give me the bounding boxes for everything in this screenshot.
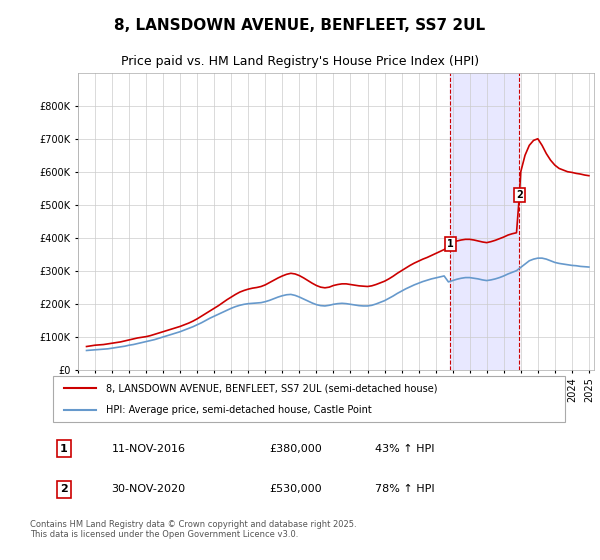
- FancyBboxPatch shape: [53, 376, 565, 422]
- Text: 1: 1: [447, 239, 454, 249]
- Text: 8, LANSDOWN AVENUE, BENFLEET, SS7 2UL: 8, LANSDOWN AVENUE, BENFLEET, SS7 2UL: [115, 18, 485, 33]
- Text: £530,000: £530,000: [270, 484, 322, 494]
- Text: 1: 1: [60, 444, 68, 454]
- Text: 78% ↑ HPI: 78% ↑ HPI: [376, 484, 435, 494]
- Text: HPI: Average price, semi-detached house, Castle Point: HPI: Average price, semi-detached house,…: [106, 405, 372, 415]
- Text: £380,000: £380,000: [270, 444, 323, 454]
- Text: 2: 2: [516, 190, 523, 200]
- Bar: [451, 73, 520, 370]
- Text: 2: 2: [60, 484, 68, 494]
- Text: Price paid vs. HM Land Registry's House Price Index (HPI): Price paid vs. HM Land Registry's House …: [121, 55, 479, 68]
- Text: 43% ↑ HPI: 43% ↑ HPI: [376, 444, 435, 454]
- Text: 30-NOV-2020: 30-NOV-2020: [112, 484, 185, 494]
- Text: Contains HM Land Registry data © Crown copyright and database right 2025.
This d: Contains HM Land Registry data © Crown c…: [30, 520, 356, 539]
- Text: 11-NOV-2016: 11-NOV-2016: [112, 444, 185, 454]
- Text: 8, LANSDOWN AVENUE, BENFLEET, SS7 2UL (semi-detached house): 8, LANSDOWN AVENUE, BENFLEET, SS7 2UL (s…: [106, 383, 437, 393]
